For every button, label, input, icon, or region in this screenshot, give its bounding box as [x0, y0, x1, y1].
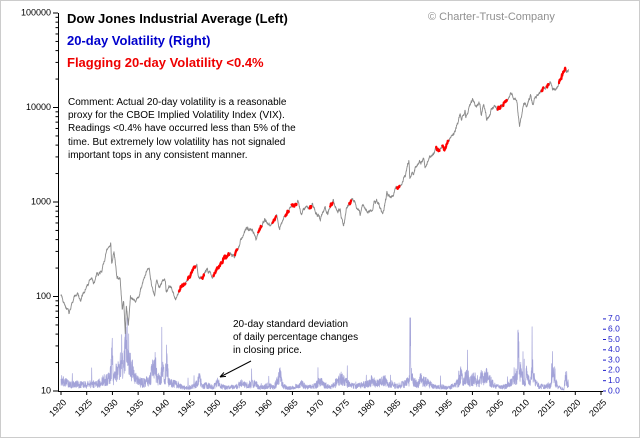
volatility-annotation: 20-day standard deviation of daily perce… [233, 319, 359, 356]
comment-text: Comment: Actual 20-day volatility is a r… [68, 97, 296, 161]
volatility-legend-label: 20-day Volatility (Right) [67, 33, 211, 48]
flag-legend-label: Flagging 20-day Volatility <0.4% [67, 55, 264, 70]
copyright-label: © Charter-Trust-Company [428, 11, 555, 23]
chart-title: Dow Jones Industrial Average (Left) [67, 11, 288, 26]
